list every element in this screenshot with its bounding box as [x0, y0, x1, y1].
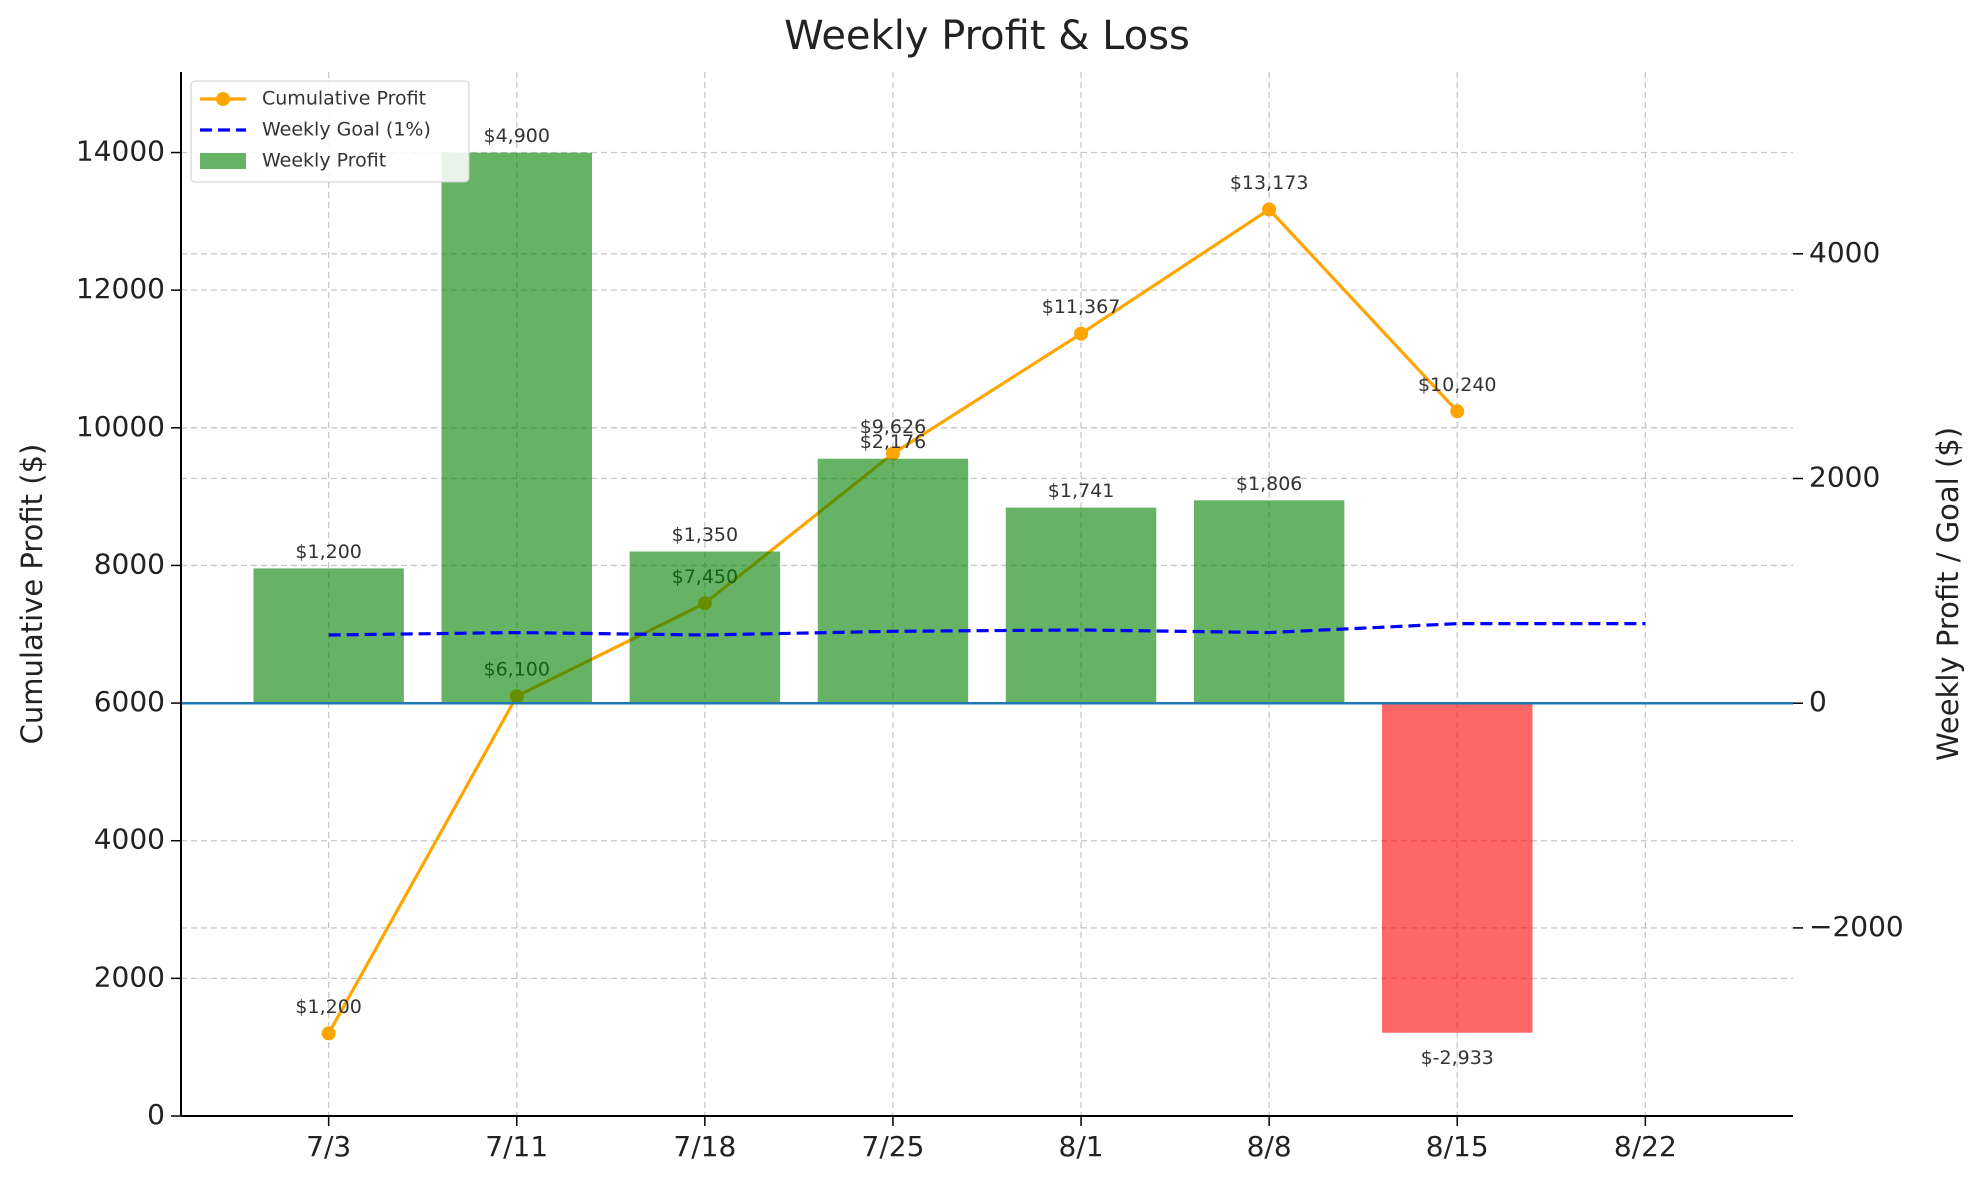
- line-marker: [1074, 326, 1089, 341]
- data-label: $13,173: [1230, 172, 1309, 194]
- bar: [1005, 507, 1157, 704]
- data-label: $11,367: [1042, 296, 1121, 318]
- x-tick-label: 8/1: [1059, 1130, 1104, 1163]
- y2-tick-label: −2000: [1809, 910, 1904, 943]
- data-label: $10,240: [1418, 374, 1497, 396]
- x-tick-label: 7/25: [862, 1130, 925, 1163]
- y2-tick-label: 2000: [1809, 460, 1880, 493]
- legend-marker: [216, 92, 230, 106]
- legend-label: Weekly Profit: [262, 150, 386, 172]
- y-tick-label: 6000: [94, 685, 165, 718]
- x-tick-label: 8/22: [1614, 1130, 1677, 1163]
- data-label: $1,350: [672, 524, 738, 546]
- data-label: $4,900: [484, 125, 550, 147]
- data-label: $1,200: [295, 996, 361, 1018]
- x-tick-label: 7/11: [485, 1130, 548, 1163]
- x-tick-label: 8/8: [1247, 1130, 1292, 1163]
- y2-tick-label: 0: [1809, 685, 1827, 718]
- bar: [253, 568, 404, 704]
- data-label: $-2,933: [1421, 1047, 1494, 1069]
- y2-tick-label: 4000: [1809, 236, 1880, 269]
- bar: [1193, 500, 1345, 704]
- line: [328, 622, 1646, 637]
- line-marker: [321, 1026, 336, 1041]
- data-label: $9,626: [860, 416, 926, 438]
- y2-axis-label: Weekly Profit / Goal ($): [1931, 427, 1965, 761]
- x-tick-label: 8/15: [1426, 1130, 1489, 1163]
- legend-label: Weekly Goal (1%): [262, 119, 431, 141]
- y-tick-label: 14000: [76, 135, 165, 168]
- y-axis-label: Cumulative Profit ($): [15, 444, 49, 745]
- legend: Cumulative Profit Weekly Goal (1%) Weekly …: [190, 80, 470, 183]
- data-label: $2,176: [860, 431, 926, 453]
- line-marker: [885, 446, 900, 461]
- data-label: $1,806: [1236, 473, 1302, 495]
- legend-swatch: [200, 153, 246, 169]
- y-tick-label: 2000: [94, 960, 165, 993]
- y-tick-label: 0: [147, 1098, 165, 1131]
- bar: [441, 152, 592, 704]
- x-tick-label: 7/3: [306, 1130, 351, 1163]
- x-tick-label: 7/18: [673, 1130, 736, 1163]
- bar: [629, 551, 781, 704]
- legend-box: [190, 80, 470, 183]
- data-label: $1,741: [1048, 480, 1114, 502]
- y-tick-label: 4000: [94, 823, 165, 856]
- data-label: $1,200: [295, 541, 361, 563]
- y-tick-label: 10000: [76, 410, 165, 443]
- chart-title: Weekly Profit & Loss: [784, 13, 1190, 59]
- bar: [817, 458, 969, 704]
- y-tick-label: 12000: [76, 272, 165, 305]
- y-tick-label: 8000: [94, 547, 165, 580]
- bar: [1382, 703, 1533, 1033]
- line-marker: [1262, 202, 1277, 217]
- line-marker: [1450, 404, 1465, 419]
- legend-label: Cumulative Profit: [262, 88, 426, 110]
